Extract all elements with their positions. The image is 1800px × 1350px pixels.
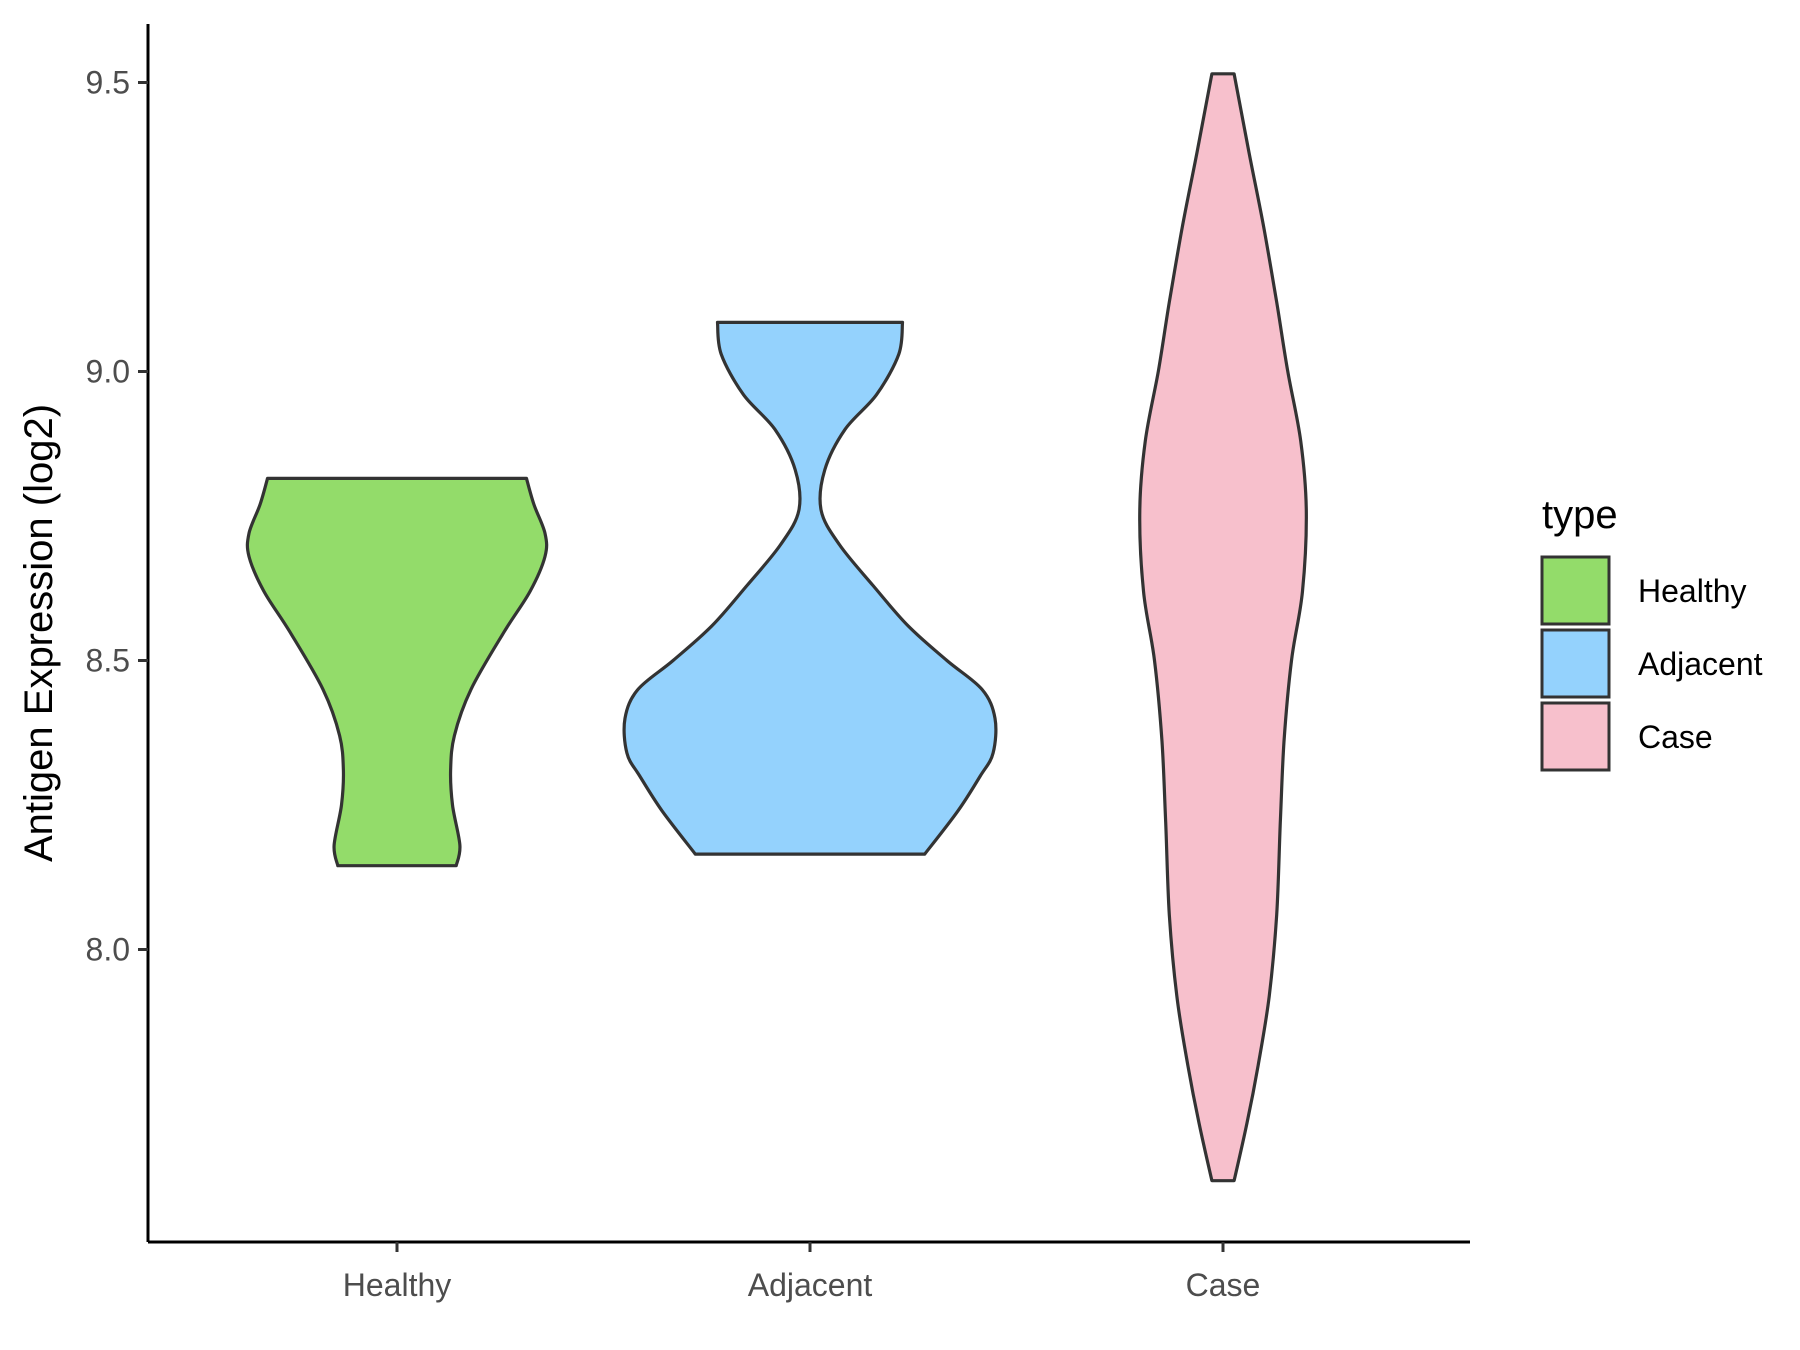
y-tick-label: 9.5 bbox=[86, 65, 130, 101]
y-tick-label: 9.0 bbox=[86, 354, 130, 390]
legend-key-healthy bbox=[1540, 555, 1611, 626]
y-tick-label: 8.0 bbox=[86, 932, 130, 968]
legend-key-case bbox=[1540, 701, 1611, 772]
violin-healthy bbox=[245, 476, 549, 868]
violin-case bbox=[1138, 72, 1308, 1183]
plot-area bbox=[245, 72, 1308, 1183]
legend-title: type bbox=[1542, 493, 1618, 537]
legend-label-case: Case bbox=[1638, 719, 1713, 755]
legend-key-adjacent bbox=[1540, 628, 1611, 699]
legend: type Healthy Adjacent Case bbox=[1540, 493, 1763, 772]
y-tick-label: 8.5 bbox=[86, 643, 130, 679]
violin-adjacent bbox=[622, 320, 998, 856]
legend-label-adjacent: Adjacent bbox=[1638, 646, 1763, 682]
legend-label-healthy: Healthy bbox=[1638, 573, 1747, 609]
x-axis-ticks: Healthy Adjacent Case bbox=[343, 1242, 1261, 1303]
y-axis-ticks: 8.0 8.5 9.0 9.5 bbox=[86, 65, 148, 968]
x-tick-label: Adjacent bbox=[748, 1267, 873, 1303]
y-axis-title: Antigen Expression (log2) bbox=[17, 404, 61, 862]
x-tick-label: Case bbox=[1186, 1267, 1261, 1303]
x-tick-label: Healthy bbox=[343, 1267, 452, 1303]
